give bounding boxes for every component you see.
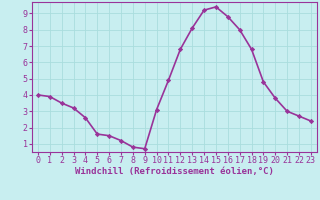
X-axis label: Windchill (Refroidissement éolien,°C): Windchill (Refroidissement éolien,°C)	[75, 167, 274, 176]
